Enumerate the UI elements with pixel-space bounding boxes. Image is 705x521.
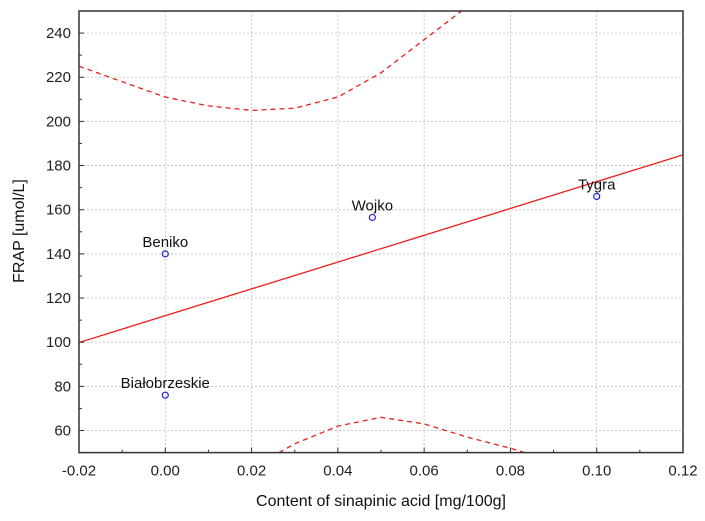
y-axis-label: FRAP [umol/L] bbox=[11, 179, 28, 283]
data-point-label: Wojko bbox=[352, 197, 393, 214]
y-tick-label: 160 bbox=[46, 202, 71, 219]
x-tick-label: 0.00 bbox=[151, 463, 180, 480]
x-tick-label: 0.08 bbox=[496, 463, 525, 480]
x-tick-label: 0.02 bbox=[237, 463, 266, 480]
regression-line bbox=[79, 154, 683, 344]
y-tick-label: 180 bbox=[46, 158, 71, 175]
y-tick-label: 140 bbox=[46, 246, 71, 263]
y-tick-label: 80 bbox=[54, 378, 71, 395]
data-point-label: Tygra bbox=[578, 176, 616, 193]
regression-line-group bbox=[79, 154, 683, 344]
y-tick-label: 120 bbox=[46, 290, 71, 307]
confidence-band-lower bbox=[278, 416, 525, 453]
grid-lines bbox=[79, 11, 683, 453]
data-point bbox=[161, 250, 169, 258]
y-tick-label: 240 bbox=[46, 25, 71, 42]
confidence-bands bbox=[79, 11, 525, 453]
data-points: Beniko Białobrzeskie Wojko Tygra bbox=[121, 176, 616, 399]
x-tick-label: 0.12 bbox=[668, 463, 697, 480]
x-tick-label: 0.06 bbox=[410, 463, 439, 480]
y-tick-label: 220 bbox=[46, 69, 71, 86]
confidence-band-upper bbox=[79, 11, 462, 112]
x-tick-label: -0.02 bbox=[62, 463, 96, 480]
data-point bbox=[161, 391, 169, 399]
data-point-label: Beniko bbox=[142, 234, 188, 251]
data-point bbox=[593, 192, 601, 201]
y-tick-label: 100 bbox=[46, 334, 71, 351]
x-tick-label: 0.10 bbox=[582, 463, 611, 480]
axis-ticks: -0.02 0.00 0.02 0.04 0.06 0.08 0.10 0.12 60 80 100… bbox=[46, 25, 698, 480]
y-tick-label: 60 bbox=[54, 423, 71, 440]
x-tick-label: 0.04 bbox=[323, 463, 352, 480]
data-point-label: Białobrzeskie bbox=[121, 375, 210, 392]
x-axis-label: Content of sinapinic acid [mg/100g] bbox=[256, 493, 506, 510]
y-tick-label: 200 bbox=[46, 113, 71, 130]
data-point bbox=[368, 213, 376, 222]
